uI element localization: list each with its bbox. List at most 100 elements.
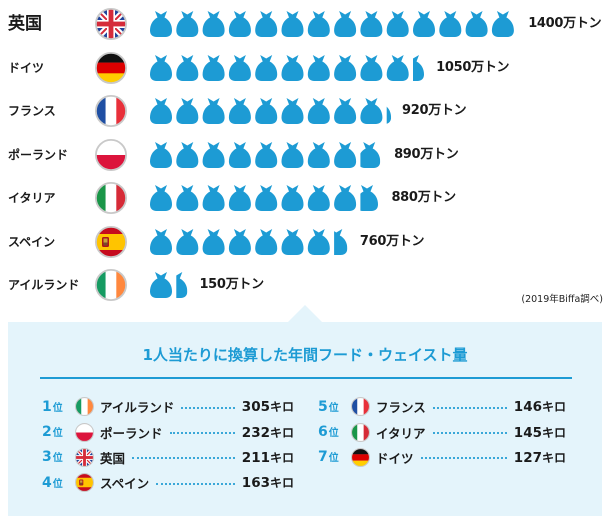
waste-bag-mark xyxy=(228,54,251,81)
ranking-row: 3位 英国 211キロ xyxy=(42,445,294,470)
bag-pictogram xyxy=(150,98,392,124)
germany-flag-icon xyxy=(351,447,370,467)
leader-dots xyxy=(181,406,235,409)
rank-number: 1 xyxy=(42,398,52,415)
waste-bag-mark xyxy=(202,185,225,211)
ranking-country: フランス xyxy=(376,400,426,416)
waste-bag-mark xyxy=(491,11,514,37)
country-row: アイルランド 150万トン xyxy=(0,269,610,301)
waste-bag-mark xyxy=(281,185,304,211)
waste-bag-mark xyxy=(281,141,304,168)
waste-bag-mark xyxy=(255,185,278,211)
ranking-value: 232キロ xyxy=(242,424,294,441)
value-number: 890 xyxy=(394,146,421,162)
leader-dots xyxy=(420,457,507,460)
partial-waste-bag-mark xyxy=(360,185,378,211)
ranking-value-unit: キロ xyxy=(541,450,566,465)
waste-bag-mark xyxy=(228,141,251,168)
germany-flag-icon xyxy=(95,51,127,84)
ireland-flag-icon xyxy=(75,397,94,417)
rank-number: 4 xyxy=(42,474,52,491)
value-label: 150万トン xyxy=(199,269,264,301)
country-row: フランス 920万トン xyxy=(0,95,610,127)
bag-pictogram xyxy=(150,54,424,81)
leader-dots xyxy=(132,457,235,460)
rank-suffix: 位 xyxy=(328,453,339,465)
rank-suffix: 位 xyxy=(328,402,339,414)
value-number: 760 xyxy=(359,233,387,249)
rank-label: 1位 xyxy=(42,399,75,415)
waste-bag-mark xyxy=(307,141,330,168)
waste-bag-mark xyxy=(360,11,383,37)
source-note: (2019年Biffa調べ) xyxy=(521,294,603,305)
ranking-row: 1位 アイルランド 305キロ xyxy=(42,394,294,419)
waste-bag-mark xyxy=(360,98,383,124)
waste-bag-mark xyxy=(334,141,357,168)
waste-bag-mark xyxy=(439,11,462,37)
rank-label: 7位 xyxy=(318,449,351,465)
france-flag-icon xyxy=(351,397,370,417)
waste-bag-mark xyxy=(228,228,251,255)
country-label: フランス xyxy=(8,104,56,118)
italy-flag-icon xyxy=(95,182,127,214)
waste-bag-mark xyxy=(176,185,199,211)
value-number: 150 xyxy=(199,277,226,292)
ranking-value: 127キロ xyxy=(514,449,566,466)
rank-suffix: 位 xyxy=(52,453,63,465)
rank-number: 5 xyxy=(318,398,328,415)
rank-label: 2位 xyxy=(42,424,75,440)
waste-bag-mark xyxy=(228,11,251,37)
waste-bag-mark xyxy=(413,11,435,37)
rank-number: 2 xyxy=(42,424,52,441)
rank-suffix: 位 xyxy=(52,402,63,414)
bag-pictogram xyxy=(150,185,378,211)
ranking-value-number: 211 xyxy=(241,449,270,466)
partial-waste-bag-mark xyxy=(334,228,348,255)
italy-flag-icon xyxy=(351,422,370,442)
waste-bag-mark xyxy=(255,141,278,168)
waste-bag-mark xyxy=(150,141,172,168)
waste-bag-mark xyxy=(150,272,172,298)
bag-pictogram xyxy=(150,11,514,37)
value-number: 1400 xyxy=(528,16,564,31)
ranking-value-unit: キロ xyxy=(269,425,294,440)
rank-label: 5位 xyxy=(318,399,351,415)
waste-bag-mark xyxy=(386,54,409,81)
value-label: 1400万トン xyxy=(528,8,601,40)
uk-flag-icon xyxy=(95,8,127,40)
panel-title-rule xyxy=(40,377,572,379)
bag-pictogram xyxy=(150,228,348,255)
country-row: イタリア 880万トン xyxy=(0,182,610,214)
per-capita-panel: 1人当たりに換算した年間フード・ウェイスト量 1位 アイルランド 305キロ 2位 ポー… xyxy=(8,322,602,516)
waste-bag-mark xyxy=(150,54,172,81)
country-row: 英国 1400万トン xyxy=(0,8,610,40)
poland-flag-icon xyxy=(95,138,127,171)
spain-flag-icon xyxy=(95,225,127,258)
partial-waste-bag-mark xyxy=(176,272,188,298)
rank-number: 6 xyxy=(318,424,328,441)
value-label: 890万トン xyxy=(394,139,459,171)
waste-bag-mark xyxy=(255,98,278,124)
ranking-value: 146キロ xyxy=(514,398,566,415)
waste-bag-mark xyxy=(307,185,330,211)
leader-dots xyxy=(169,432,235,435)
bag-pictogram xyxy=(150,272,188,298)
waste-bag-mark xyxy=(202,98,225,124)
waste-bag-mark xyxy=(281,54,304,81)
rank-label: 4位 xyxy=(42,475,75,491)
country-label: 英国 xyxy=(8,14,42,34)
partial-waste-bag-mark xyxy=(360,141,381,168)
waste-bag-mark xyxy=(176,11,199,37)
waste-bag-mark xyxy=(281,228,304,255)
france-flag-icon xyxy=(95,95,127,127)
ranking-country: イタリア xyxy=(376,425,426,441)
ranking-value-unit: キロ xyxy=(269,476,294,491)
country-label: ドイツ xyxy=(8,60,45,75)
ranking-value: 145キロ xyxy=(514,424,566,441)
waste-bag-mark xyxy=(386,11,409,37)
rank-suffix: 位 xyxy=(328,428,339,440)
waste-bag-mark xyxy=(465,11,488,37)
waste-bag-mark xyxy=(334,185,357,211)
ranking-country: ドイツ xyxy=(376,450,414,466)
